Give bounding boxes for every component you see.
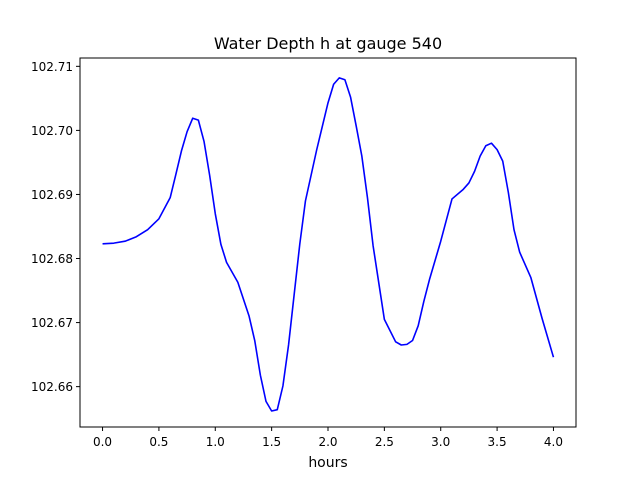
x-tick-label: 2.5: [375, 435, 394, 449]
x-tick-label: 1.0: [206, 435, 225, 449]
x-tick-label: 4.0: [544, 435, 563, 449]
x-tick-label: 2.0: [318, 435, 337, 449]
y-tick-label: 102.66: [31, 380, 73, 394]
x-tick-label: 3.5: [488, 435, 507, 449]
y-tick-label: 102.71: [31, 60, 73, 74]
y-tick-label: 102.68: [31, 252, 73, 266]
axes-layer: 0.0 0.5 1.0 1.5 2.0 2.5 3.0 3.5 4.0 102.66 102.67 1…: [31, 57, 577, 449]
x-tick-label: 0.0: [93, 435, 112, 449]
series-line-0: [102, 77, 555, 412]
x-tick-label: 0.5: [149, 435, 168, 449]
x-tick-label: 1.5: [262, 435, 281, 449]
series-layer: [102, 77, 555, 412]
y-tick-label: 102.70: [31, 124, 73, 138]
y-tick-label: 102.67: [31, 316, 73, 330]
chart-title: Water Depth h at gauge 540: [214, 34, 442, 53]
x-tick-label: 3.0: [431, 435, 450, 449]
x-axis-label: hours: [308, 455, 347, 471]
y-tick-label: 102.69: [31, 188, 73, 202]
